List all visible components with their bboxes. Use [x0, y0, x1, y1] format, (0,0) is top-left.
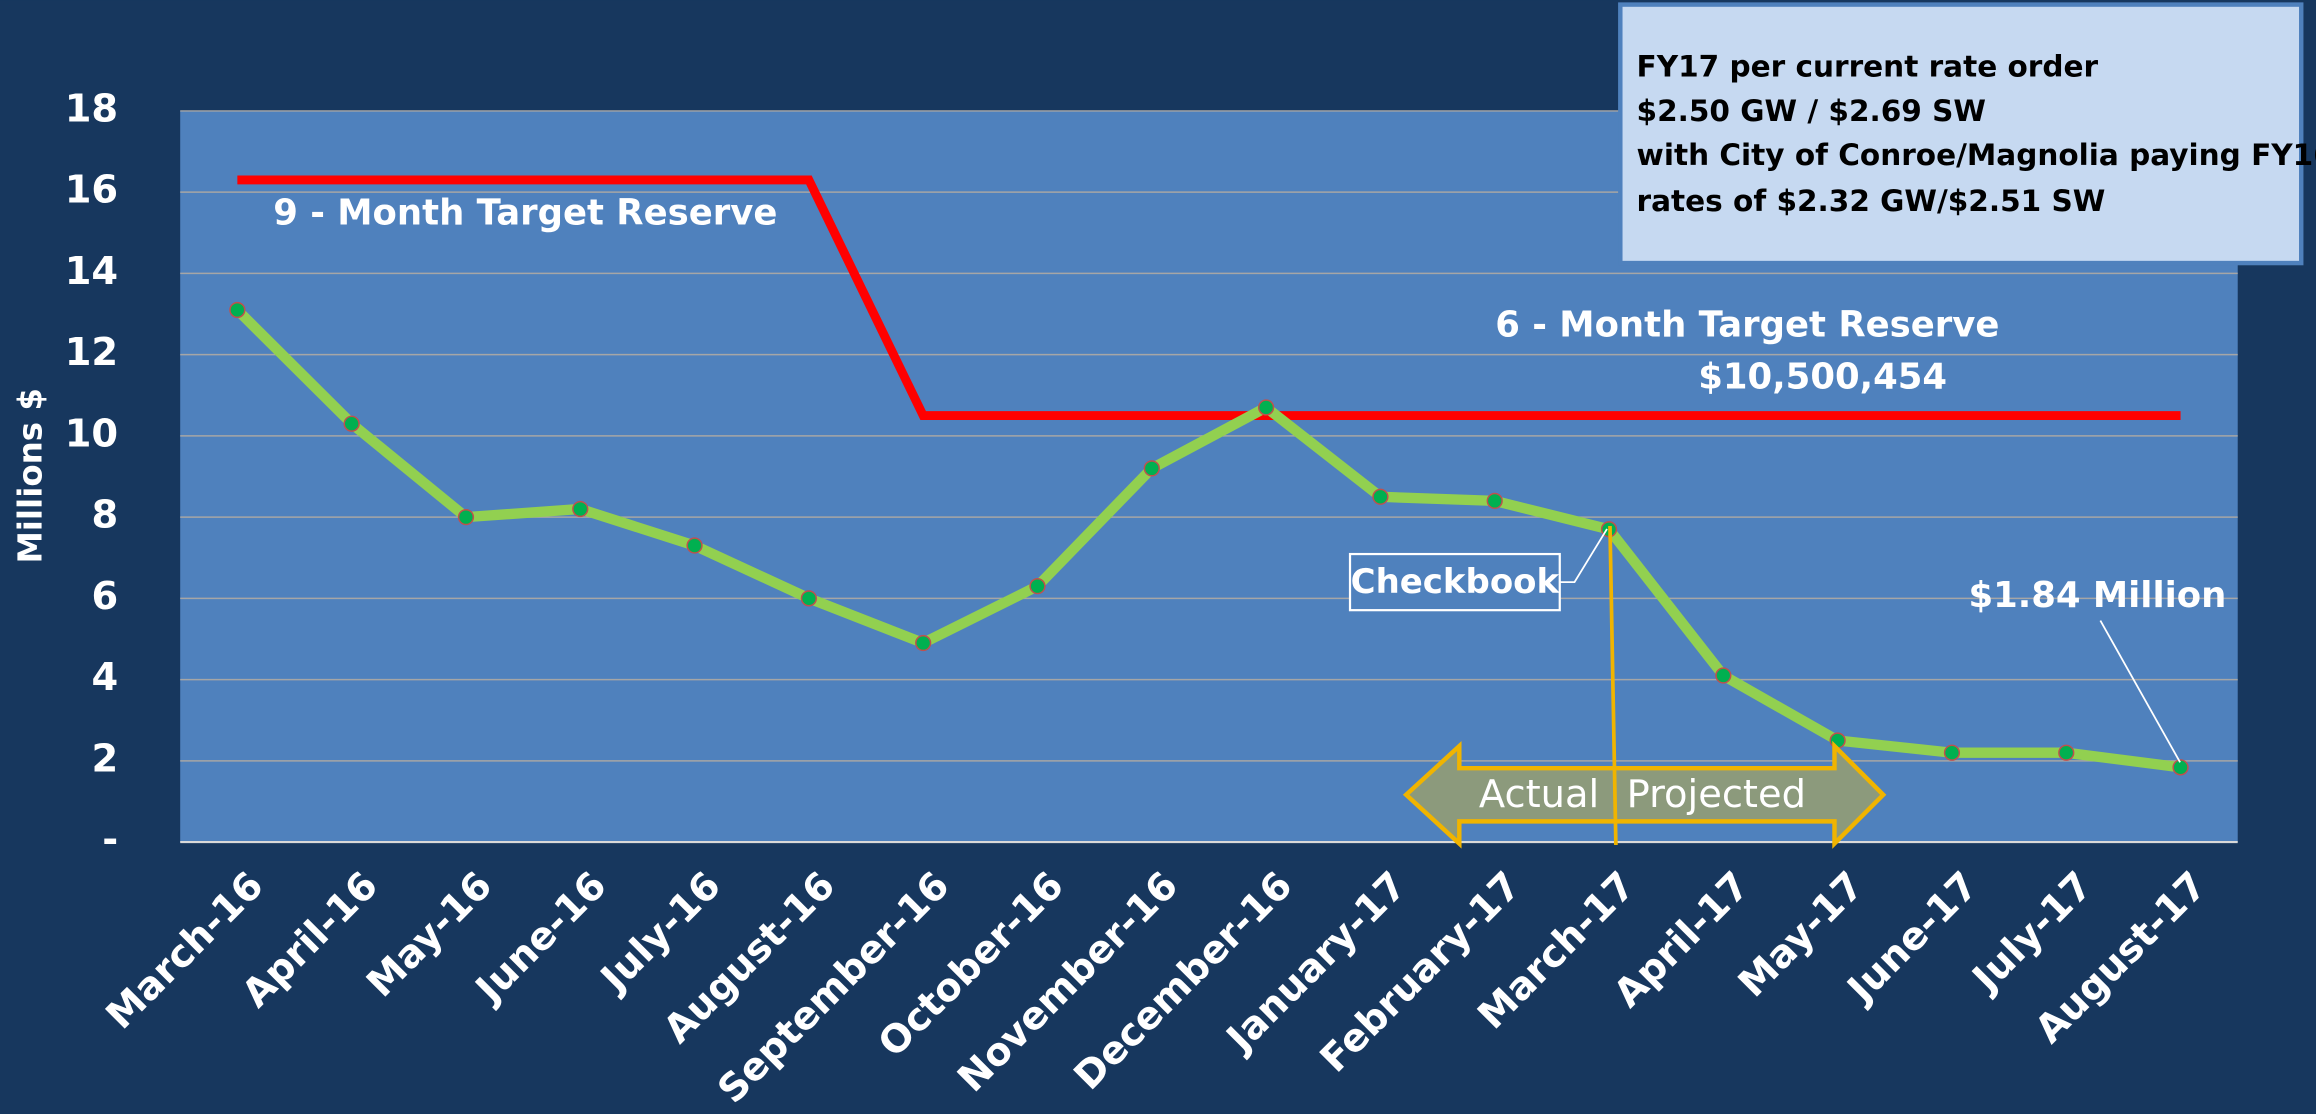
y-tick-label: 2 — [91, 736, 118, 781]
annotation: $1.84 Million — [1968, 575, 2226, 616]
data-point — [915, 634, 932, 652]
y-tick-label: - — [102, 818, 118, 863]
y-tick-label: 8 — [91, 493, 118, 538]
data-point — [1715, 667, 1732, 684]
y-tick-label: 4 — [91, 655, 118, 700]
divider-line — [1608, 525, 1618, 846]
annotation: 9 - Month Target Reserve — [273, 192, 777, 233]
rate-box — [1618, 2, 2304, 266]
y-tick-label: 16 — [65, 168, 118, 213]
annotation: Actual — [1479, 772, 1599, 817]
data-point — [1486, 492, 1503, 509]
rate-box-line: with City of Conroe/Magnolia paying FY16 — [1637, 138, 2316, 172]
data-point — [229, 301, 246, 319]
data-point — [457, 508, 475, 526]
y-axis-label: Millions $ — [11, 388, 49, 564]
y-tick-label: 10 — [65, 411, 118, 456]
actual-projected-arrow — [1402, 740, 1887, 849]
rate-box-line: $2.50 GW / $2.69 SW — [1637, 94, 1986, 128]
annotation: Checkbook — [1351, 562, 1561, 602]
y-tick-label: 12 — [65, 330, 118, 375]
y-tick-label: 18 — [65, 86, 118, 131]
callout-line — [2099, 620, 2181, 763]
data-point — [1372, 488, 1389, 505]
annotation: $10,500,454 — [1698, 356, 1947, 397]
y-tick-label: 14 — [65, 249, 118, 294]
data-point — [343, 415, 360, 432]
callout-line — [1559, 528, 1608, 583]
data-point — [686, 537, 703, 554]
data-point — [800, 590, 818, 607]
data-point — [1143, 460, 1160, 477]
annotation: Projected — [1627, 772, 1806, 817]
checkbook-box — [1348, 552, 1561, 612]
annotation: 6 - Month Target Reserve — [1495, 305, 1999, 346]
data-point — [2058, 744, 2075, 761]
rate-box-line: rates of $2.32 GW/$2.51 SW — [1637, 184, 2106, 218]
y-tick-label: 6 — [91, 574, 118, 619]
series-line — [237, 175, 2181, 421]
data-point — [2172, 759, 2189, 776]
data-point — [1029, 578, 1046, 595]
data-point — [1257, 399, 1275, 416]
series-line — [233, 306, 2182, 773]
rate-box-line: FY17 per current rate order — [1637, 50, 2099, 84]
data-point — [1943, 744, 1961, 761]
data-point — [572, 500, 589, 518]
